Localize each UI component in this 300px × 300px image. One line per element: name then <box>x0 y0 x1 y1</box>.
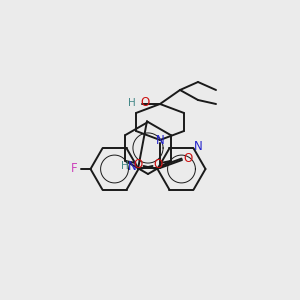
Text: O: O <box>140 97 149 110</box>
Text: O: O <box>183 152 193 166</box>
Text: F: F <box>71 163 78 176</box>
Text: N: N <box>194 140 203 153</box>
Text: N: N <box>128 160 137 173</box>
Text: O: O <box>153 158 162 172</box>
Text: O: O <box>134 158 143 172</box>
Text: N: N <box>156 134 164 146</box>
Text: H: H <box>128 98 136 108</box>
Text: H: H <box>121 161 129 171</box>
